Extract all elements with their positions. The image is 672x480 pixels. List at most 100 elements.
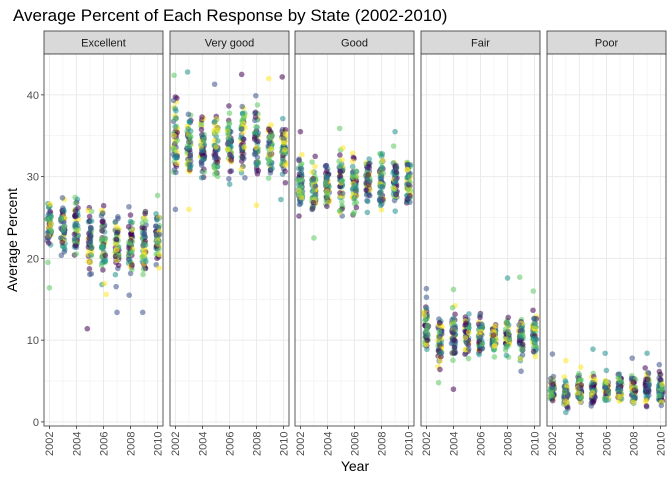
- data-point: [450, 357, 456, 364]
- data-point: [450, 319, 457, 326]
- data-point: [562, 378, 569, 384]
- data-point: [251, 134, 258, 140]
- data-point: [278, 196, 284, 203]
- data-point: [100, 202, 107, 209]
- data-point: [215, 127, 221, 133]
- data-point: [265, 75, 272, 82]
- data-point: [140, 271, 146, 278]
- data-point: [100, 267, 106, 273]
- data-point: [141, 225, 148, 232]
- data-point: [254, 162, 260, 168]
- data-point: [339, 177, 346, 184]
- data-point: [59, 239, 66, 246]
- data-point: [126, 240, 133, 247]
- data-point: [225, 135, 232, 142]
- data-point: [421, 312, 428, 319]
- data-point: [352, 187, 359, 193]
- data-point: [310, 177, 317, 183]
- data-point: [87, 259, 94, 266]
- data-point: [451, 325, 458, 332]
- x-tick-label: 2010: [278, 432, 290, 456]
- data-point: [337, 152, 343, 158]
- data-point: [253, 144, 260, 151]
- data-point: [141, 231, 148, 237]
- data-point: [297, 128, 304, 135]
- data-point: [115, 213, 121, 220]
- x-axis-title: Year: [341, 458, 370, 474]
- data-point: [592, 394, 598, 400]
- data-point: [351, 182, 358, 189]
- data-point: [266, 126, 272, 133]
- data-point: [312, 153, 318, 160]
- data-point: [517, 334, 523, 340]
- data-point: [139, 254, 146, 260]
- data-point: [311, 235, 317, 241]
- data-point: [99, 210, 106, 217]
- data-point: [436, 329, 443, 335]
- data-point: [339, 190, 346, 197]
- data-point: [126, 203, 132, 210]
- data-point: [112, 271, 119, 278]
- data-point: [198, 160, 205, 166]
- data-point: [99, 244, 105, 250]
- data-point: [590, 389, 596, 396]
- data-points: [44, 192, 163, 332]
- data-point: [126, 292, 132, 298]
- data-point: [506, 336, 513, 343]
- y-tick-label: 30: [27, 172, 39, 184]
- data-point: [100, 219, 106, 225]
- data-point: [365, 171, 372, 178]
- data-point: [503, 352, 510, 359]
- data-point: [351, 194, 358, 201]
- data-point: [310, 187, 316, 194]
- x-tick-label: 2006: [601, 432, 613, 456]
- data-point: [269, 165, 275, 172]
- data-point: [170, 97, 177, 104]
- x-tick-label: 2010: [529, 432, 541, 456]
- data-point: [266, 156, 272, 163]
- data-point: [465, 355, 472, 362]
- x-tick-label: 2004: [574, 432, 586, 456]
- data-point: [404, 162, 411, 168]
- data-point: [61, 249, 68, 255]
- data-point: [309, 169, 315, 175]
- data-point: [423, 327, 430, 334]
- data-point: [252, 109, 259, 116]
- data-point: [185, 111, 192, 118]
- data-point: [615, 386, 622, 393]
- data-point: [657, 371, 664, 378]
- data-point: [349, 158, 356, 165]
- data-point: [75, 205, 81, 211]
- data-point: [279, 115, 286, 122]
- x-tick-label: 2006: [349, 432, 361, 456]
- y-axis-title: Average Percent: [4, 188, 20, 292]
- data-point: [451, 349, 457, 356]
- data-point: [45, 240, 52, 246]
- data-point: [153, 223, 159, 229]
- data-point: [363, 192, 370, 198]
- data-point: [211, 81, 218, 88]
- data-point: [241, 136, 247, 143]
- data-point: [310, 199, 317, 206]
- data-point: [226, 103, 232, 109]
- data-points: [295, 125, 414, 241]
- data-point: [323, 168, 330, 174]
- data-point: [139, 309, 146, 316]
- data-point: [86, 213, 93, 220]
- data-point: [45, 259, 51, 266]
- data-point: [377, 174, 384, 180]
- data-point: [72, 213, 79, 220]
- data-point: [393, 191, 399, 198]
- x-tick-label: 2004: [448, 432, 460, 456]
- data-point: [605, 388, 612, 395]
- data-point: [575, 390, 581, 396]
- data-point: [549, 392, 556, 399]
- data-point: [349, 174, 356, 181]
- data-point: [377, 183, 384, 190]
- facet-strip-label: Very good: [205, 38, 255, 50]
- data-point: [58, 235, 64, 241]
- data-point: [530, 288, 537, 294]
- data-point: [392, 208, 399, 214]
- data-point: [225, 126, 232, 133]
- data-point: [379, 151, 386, 157]
